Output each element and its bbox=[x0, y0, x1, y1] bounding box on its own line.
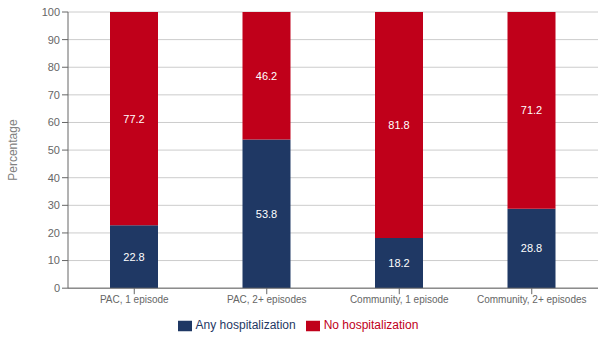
svg-text:40: 40 bbox=[48, 172, 60, 184]
html-text:No hospitalization: No hospitalization bbox=[323, 318, 419, 333]
svg-text:10: 10 bbox=[48, 254, 60, 266]
svg-text:Percentage: Percentage bbox=[8, 119, 20, 181]
svg-text:80: 80 bbox=[48, 61, 60, 73]
svg-text:20: 20 bbox=[48, 227, 60, 239]
svg-text:71.2: 71.2 bbox=[521, 104, 542, 116]
html-text:Any hospitalization: Any hospitalization bbox=[195, 318, 296, 333]
svg-text:90: 90 bbox=[48, 34, 60, 46]
svg-text:60: 60 bbox=[48, 116, 60, 128]
svg-text:0: 0 bbox=[54, 282, 60, 294]
svg-text:81.8: 81.8 bbox=[388, 119, 409, 131]
svg-text:28.8: 28.8 bbox=[521, 242, 542, 254]
svg-text:50: 50 bbox=[48, 144, 60, 156]
svg-text:70: 70 bbox=[48, 89, 60, 101]
svg-text:Community, 2+ episodes: Community, 2+ episodes bbox=[477, 294, 587, 305]
svg-text:22.8: 22.8 bbox=[123, 251, 144, 263]
svg-text:PAC, 2+ episodes: PAC, 2+ episodes bbox=[227, 294, 307, 305]
svg-text:77.2: 77.2 bbox=[123, 113, 144, 125]
svg-text:PAC, 1 episode: PAC, 1 episode bbox=[100, 294, 169, 305]
svg-text:53.8: 53.8 bbox=[256, 208, 277, 220]
svg-text:30: 30 bbox=[48, 199, 60, 211]
svg-text:46.2: 46.2 bbox=[256, 70, 277, 82]
svg-text:Community, 1 episode: Community, 1 episode bbox=[350, 294, 449, 305]
svg-text:100: 100 bbox=[42, 6, 60, 18]
svg-text:18.2: 18.2 bbox=[388, 257, 409, 269]
